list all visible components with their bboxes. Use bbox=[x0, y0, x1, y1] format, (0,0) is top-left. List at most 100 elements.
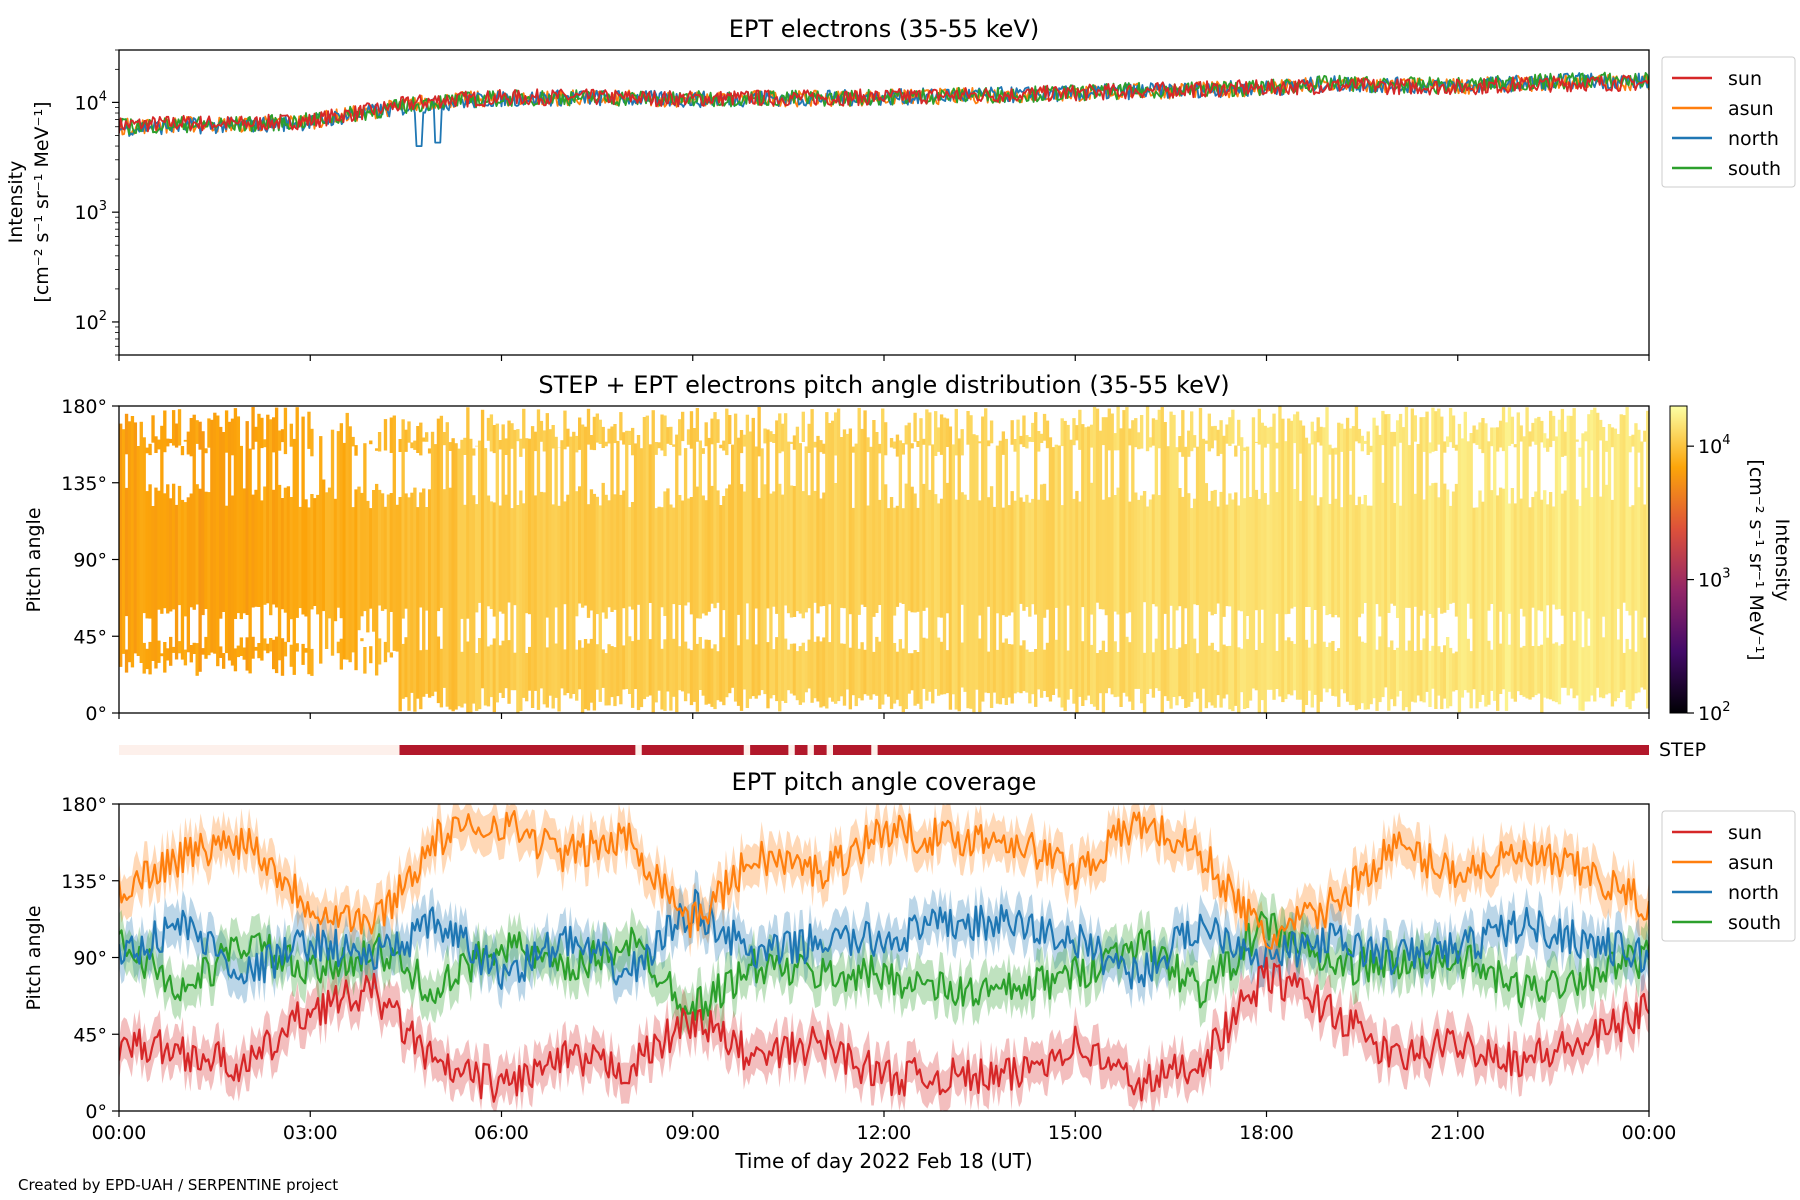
heatmap-cell bbox=[683, 641, 688, 702]
heatmap-cell bbox=[628, 636, 632, 694]
heatmap-cell bbox=[1175, 447, 1179, 611]
y-tick-label: 0° bbox=[85, 1101, 107, 1123]
heatmap-cell bbox=[1051, 447, 1056, 695]
heatmap-cell bbox=[425, 649, 429, 694]
heatmap-cell bbox=[1572, 640, 1576, 699]
heatmap-cell bbox=[336, 641, 341, 654]
heatmap-cell bbox=[1369, 445, 1373, 453]
heatmap-cell bbox=[1551, 415, 1556, 441]
heatmap-cell bbox=[601, 649, 605, 688]
heatmap-cell bbox=[316, 494, 320, 615]
heatmap-cell bbox=[233, 648, 238, 672]
heatmap-cell bbox=[1490, 490, 1494, 604]
heatmap-cell bbox=[895, 651, 900, 700]
panel1-title: EPT electrons (35-55 keV) bbox=[729, 15, 1039, 43]
heatmap-cell bbox=[407, 497, 411, 711]
heatmap-cell bbox=[1596, 412, 1600, 688]
heatmap-cell bbox=[757, 407, 761, 457]
series-band-sun bbox=[119, 937, 1649, 1111]
heatmap-cell bbox=[1519, 647, 1523, 696]
heatmap-cell bbox=[601, 426, 605, 448]
heatmap-cell bbox=[1448, 647, 1453, 707]
heatmap-cell bbox=[383, 419, 388, 451]
heatmap-cell bbox=[1501, 407, 1506, 452]
heatmap-cell bbox=[792, 435, 797, 450]
heatmap-cell bbox=[745, 414, 750, 604]
heatmap-cell bbox=[422, 437, 426, 442]
heatmap-cell bbox=[1137, 499, 1141, 689]
heatmap-cell bbox=[895, 505, 900, 607]
heatmap-cell bbox=[1428, 485, 1432, 614]
heatmap-cell bbox=[578, 486, 582, 604]
heatmap-cell bbox=[1237, 419, 1241, 446]
heatmap-cell bbox=[425, 507, 429, 611]
heatmap-cell bbox=[1025, 494, 1029, 607]
heatmap-cell bbox=[1322, 427, 1326, 606]
heatmap-cell bbox=[978, 441, 982, 444]
heatmap-cell bbox=[295, 643, 299, 652]
heatmap-cell bbox=[310, 494, 314, 610]
heatmap-cell bbox=[957, 438, 961, 712]
heatmap-cell bbox=[675, 434, 679, 713]
heatmap-cell bbox=[769, 431, 773, 442]
step-bar-segment bbox=[750, 745, 789, 755]
heatmap-cell bbox=[466, 641, 470, 713]
heatmap-cell bbox=[1625, 407, 1629, 611]
heatmap-cell bbox=[992, 506, 997, 693]
heatmap-cell bbox=[916, 441, 920, 447]
heatmap-cell bbox=[139, 421, 143, 663]
heatmap-cell bbox=[398, 497, 402, 712]
heatmap-cell bbox=[1578, 447, 1582, 457]
heatmap-cell bbox=[657, 442, 661, 449]
heatmap-cell bbox=[295, 407, 299, 618]
heatmap-cell bbox=[595, 644, 599, 690]
heatmap-cell bbox=[619, 412, 623, 441]
heatmap-cell bbox=[1119, 428, 1123, 707]
heatmap-cell bbox=[1154, 419, 1159, 607]
heatmap-cell bbox=[1440, 652, 1444, 710]
heatmap-cell bbox=[157, 490, 161, 610]
heatmap-cell bbox=[1507, 644, 1512, 692]
heatmap-cell bbox=[892, 441, 897, 449]
heatmap-cell bbox=[560, 440, 564, 689]
heatmap-cell bbox=[801, 491, 805, 619]
heatmap-cell bbox=[1128, 501, 1132, 613]
heatmap-cell bbox=[648, 639, 652, 696]
heatmap-cell bbox=[672, 507, 676, 605]
heatmap-cell bbox=[142, 437, 146, 614]
heatmap-cell bbox=[498, 505, 502, 612]
heatmap-cell bbox=[1034, 412, 1038, 615]
heatmap-cell bbox=[578, 417, 582, 450]
heatmap-cell bbox=[645, 415, 650, 697]
heatmap-cell bbox=[1084, 427, 1088, 701]
heatmap-cell bbox=[1381, 482, 1385, 698]
heatmap-cell bbox=[1522, 645, 1526, 697]
heatmap-cell bbox=[913, 412, 917, 442]
step-bar-segment bbox=[641, 745, 744, 755]
heatmap-cell bbox=[622, 432, 626, 445]
heatmap-cell bbox=[783, 638, 788, 703]
heatmap-cell bbox=[1081, 424, 1085, 608]
heatmap-cell bbox=[733, 413, 738, 702]
heatmap-cell bbox=[169, 636, 173, 666]
heatmap-cell bbox=[889, 438, 894, 448]
heatmap-cell bbox=[839, 437, 844, 608]
heatmap-cell bbox=[1010, 644, 1014, 704]
heatmap-cell bbox=[498, 645, 502, 693]
heatmap-cell bbox=[1310, 495, 1314, 708]
heatmap-cell bbox=[1445, 436, 1450, 447]
heatmap-cell bbox=[713, 412, 717, 609]
heatmap-cell bbox=[1598, 496, 1603, 698]
heatmap-cell bbox=[1504, 422, 1509, 711]
heatmap-cell bbox=[1292, 414, 1297, 444]
panel2-title: STEP + EPT electrons pitch angle distrib… bbox=[538, 371, 1229, 399]
heatmap-cell bbox=[1496, 495, 1500, 711]
heatmap-cell bbox=[1166, 446, 1170, 701]
heatmap-cell bbox=[1434, 411, 1438, 451]
heatmap-cell bbox=[416, 507, 420, 699]
heatmap-cell bbox=[1148, 437, 1153, 448]
heatmap-cell bbox=[1260, 422, 1264, 610]
heatmap-cell bbox=[1493, 427, 1497, 701]
heatmap-cell bbox=[124, 487, 129, 617]
heatmap-cell bbox=[236, 645, 241, 658]
